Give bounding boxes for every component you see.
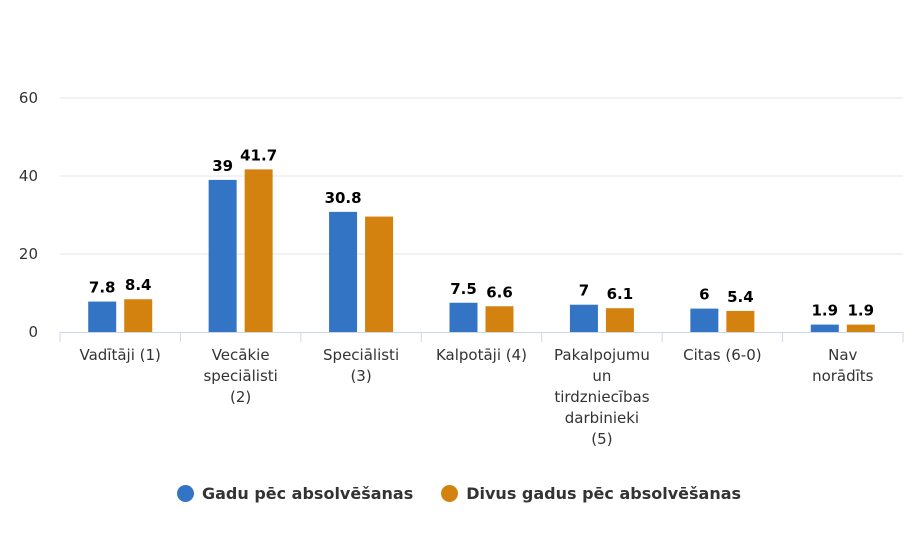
bar-series-2-cat-2 [244,169,273,332]
bar-series-1-cat-6 [690,308,719,332]
data-label-series-1-cat-6: 6 [699,286,709,304]
legend-item-series-2[interactable]: Divus gadus pēc absolvēšanas [441,484,741,503]
y-tick-label-20: 20 [19,245,38,263]
x-tick-label-3: Speciālisti (3) [323,346,399,385]
bar-series-2-cat-4 [485,306,514,332]
bar-series-1-cat-3 [329,211,358,332]
bar-series-2-cat-6 [726,310,755,332]
x-tick-label-line: speciālisti [203,367,277,385]
bar-series-1-cat-7 [810,324,839,332]
bar-series-2-cat-1 [124,299,153,332]
data-label-series-1-cat-7: 1.9 [811,302,838,320]
labels-layer: 7.8 8.4 Vadītāji (1) 39 41.7 Vecākie speciālis… [80,146,875,448]
x-tick-label-line: (5) [591,430,612,448]
x-tick-label-line: (3) [350,367,371,385]
x-tick-label-line: Nav [828,346,857,364]
data-label-series-2-cat-2: 41.7 [240,146,277,164]
x-tick-label-2: Vecākie speciālisti (2) [203,346,277,406]
bar-chart: 0 20 40 60 7.8 8.4 Vadītāji (1) 39 41.7 Vecākie s… [19,89,904,448]
y-tick-label-40: 40 [19,167,38,185]
x-tick-label-line: norādīts [812,367,874,385]
x-tick-label-6: Citas (6-0) [683,346,762,364]
x-tick-label-4: Kalpotāji (4) [436,346,527,364]
x-tick-label-line: un [592,367,611,385]
legend-label-series-2: Divus gadus pēc absolvēšanas [466,484,742,503]
legend: Gadu pēc absolvēšanas Divus gadus pēc ab… [0,484,918,503]
x-tick-label-line: Citas (6-0) [683,346,762,364]
legend-swatch-series-2 [441,485,459,502]
legend-item-series-1[interactable]: Gadu pēc absolvēšanas [176,484,414,503]
data-label-series-2-cat-6: 5.4 [727,288,754,306]
x-tick-label-line: Kalpotāji (4) [436,346,527,364]
data-label-series-1-cat-5: 7 [579,282,589,300]
data-label-series-2-cat-4: 6.6 [486,283,513,301]
data-label-series-2-cat-7: 1.9 [847,302,874,320]
bar-series-1-cat-5 [569,304,598,332]
data-label-series-2-cat-5: 6.1 [607,285,634,303]
x-tick-label-line: Speciālisti [323,346,399,364]
x-tick-label-line: tirdzniecības [554,388,649,406]
bar-series-2-cat-7 [846,324,875,332]
data-label-series-2-cat-1: 8.4 [125,276,152,294]
data-label-series-1-cat-1: 7.8 [89,279,116,297]
bars-layer [88,169,875,332]
data-label-series-1-cat-3: 30.8 [325,189,362,207]
legend-label-series-1: Gadu pēc absolvēšanas [201,484,414,503]
x-tick-label-7: Nav norādīts [812,346,874,385]
bar-series-1-cat-1 [88,301,117,332]
bar-series-1-cat-2 [208,179,237,332]
y-tick-label-0: 0 [28,323,38,341]
x-tick-label-line: Vecākie [212,346,270,364]
y-tick-label-60: 60 [19,89,38,107]
x-tick-label-line: (2) [230,388,251,406]
x-tick-label-5: Pakalpojumu un tirdzniecības darbinieki (5) [554,346,650,448]
bar-series-2-cat-5 [605,308,634,332]
legend-swatch-series-1 [176,485,194,502]
x-tick-label-line: darbinieki [565,409,639,427]
bar-series-1-cat-4 [449,302,478,332]
data-label-series-1-cat-4: 7.5 [450,280,477,298]
x-tick-label-line: Pakalpojumu [554,346,650,364]
x-tick-label-line: Vadītāji (1) [80,346,161,364]
grid-layer: 0 20 40 60 [19,89,904,342]
bar-series-2-cat-3 [365,216,394,332]
data-label-series-1-cat-2: 39 [212,157,233,175]
x-tick-label-1: Vadītāji (1) [80,346,161,364]
